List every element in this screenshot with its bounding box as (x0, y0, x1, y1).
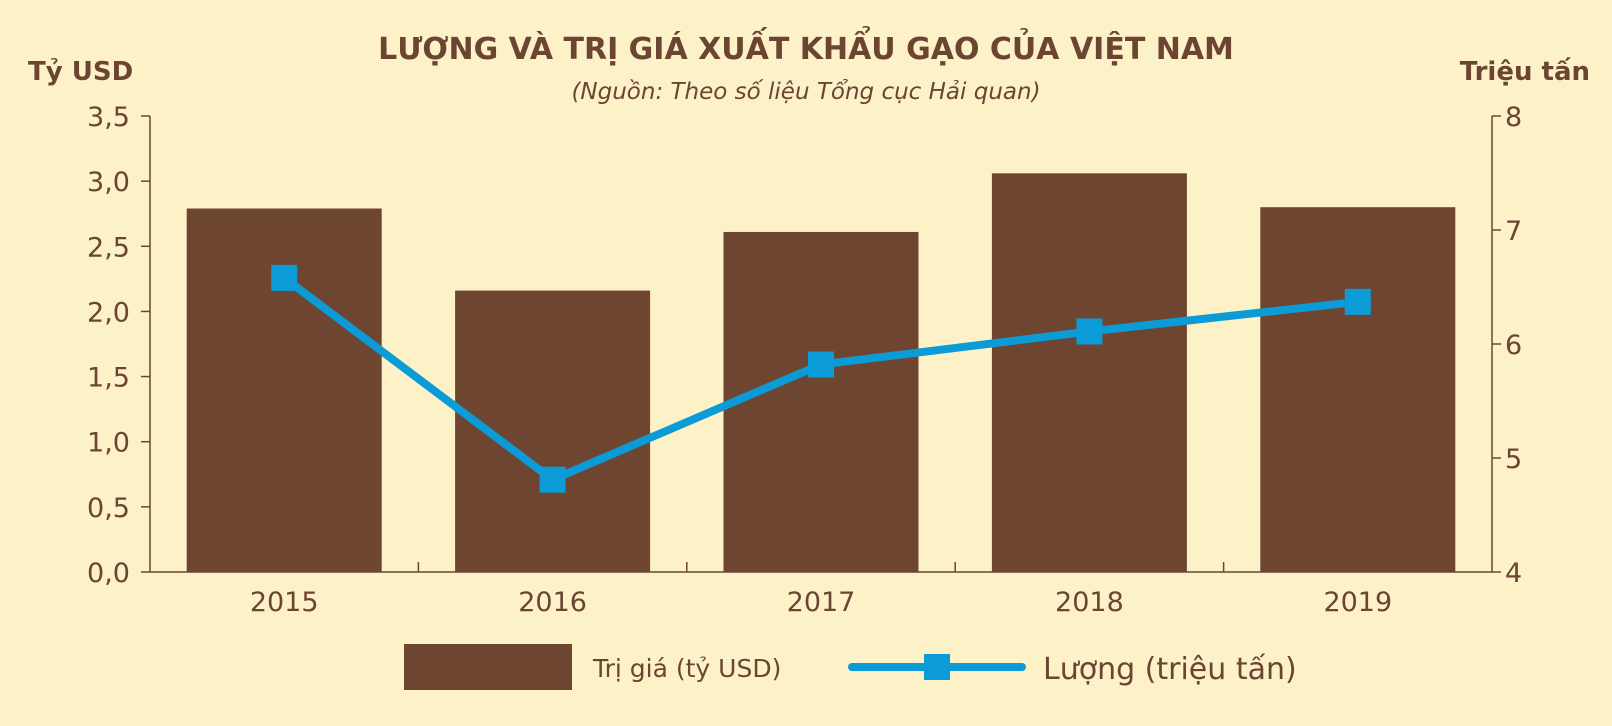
legend-bar-swatch (404, 644, 572, 690)
line-point-2015 (271, 264, 298, 291)
x-tick-label: 2018 (1055, 587, 1124, 618)
line-point-2019 (1344, 288, 1371, 315)
x-tick-label: 2019 (1323, 587, 1392, 618)
chart-title: LƯỢNG VÀ TRỊ GIÁ XUẤT KHẨU GẠO CỦA VIỆT … (378, 26, 1234, 67)
left-axis-unit-label: Tỷ USD (28, 57, 133, 87)
legend: Trị giá (tỷ USD) Lượng (triệu tấn) (404, 644, 1297, 690)
bar-2015 (186, 208, 382, 572)
right-tick-label: 7 (1505, 216, 1522, 247)
legend-bar-label: Trị giá (tỷ USD) (592, 654, 781, 683)
bar-2018 (991, 173, 1187, 572)
right-tick-label: 8 (1505, 102, 1522, 133)
right-tick-label: 5 (1505, 444, 1522, 475)
left-tick-label: 0,0 (87, 558, 130, 589)
left-tick-label: 0,5 (87, 493, 130, 524)
left-tick-label: 1,5 (87, 363, 130, 394)
line-point-2016 (539, 466, 566, 493)
right-tick-label: 6 (1505, 330, 1522, 361)
bar-2017 (723, 231, 919, 572)
x-tick-label: 2017 (787, 587, 856, 618)
right-axis-unit-label: Triệu tấn (1460, 56, 1590, 87)
x-axis-ticks: 2015 2016 2017 2018 2019 (250, 562, 1392, 618)
line-series (271, 264, 1371, 493)
x-tick-label: 2015 (250, 587, 319, 618)
bar-series (186, 173, 1456, 572)
left-tick-label: 3,0 (87, 167, 130, 198)
bar-2019 (1260, 207, 1456, 572)
left-tick-label: 1,0 (87, 428, 130, 459)
line-point-2018 (1076, 318, 1103, 345)
left-tick-label: 2,5 (87, 232, 130, 263)
line-point-2017 (808, 351, 834, 378)
chart-subtitle: (Nguồn: Theo số liệu Tổng cục Hải quan) (571, 79, 1040, 105)
left-tick-label: 2,0 (87, 297, 130, 328)
right-axis-ticks: 4 5 6 7 8 (1492, 102, 1522, 589)
legend-line-label: Lượng (triệu tấn) (1043, 652, 1297, 687)
right-tick-label: 4 (1505, 558, 1522, 589)
left-axis-ticks: 0,0 0,5 1,0 1,5 2,0 2,5 3,0 3,5 (87, 102, 150, 589)
x-tick-label: 2016 (518, 587, 587, 618)
left-tick-label: 3,5 (87, 102, 130, 133)
legend-line-marker (924, 654, 950, 680)
